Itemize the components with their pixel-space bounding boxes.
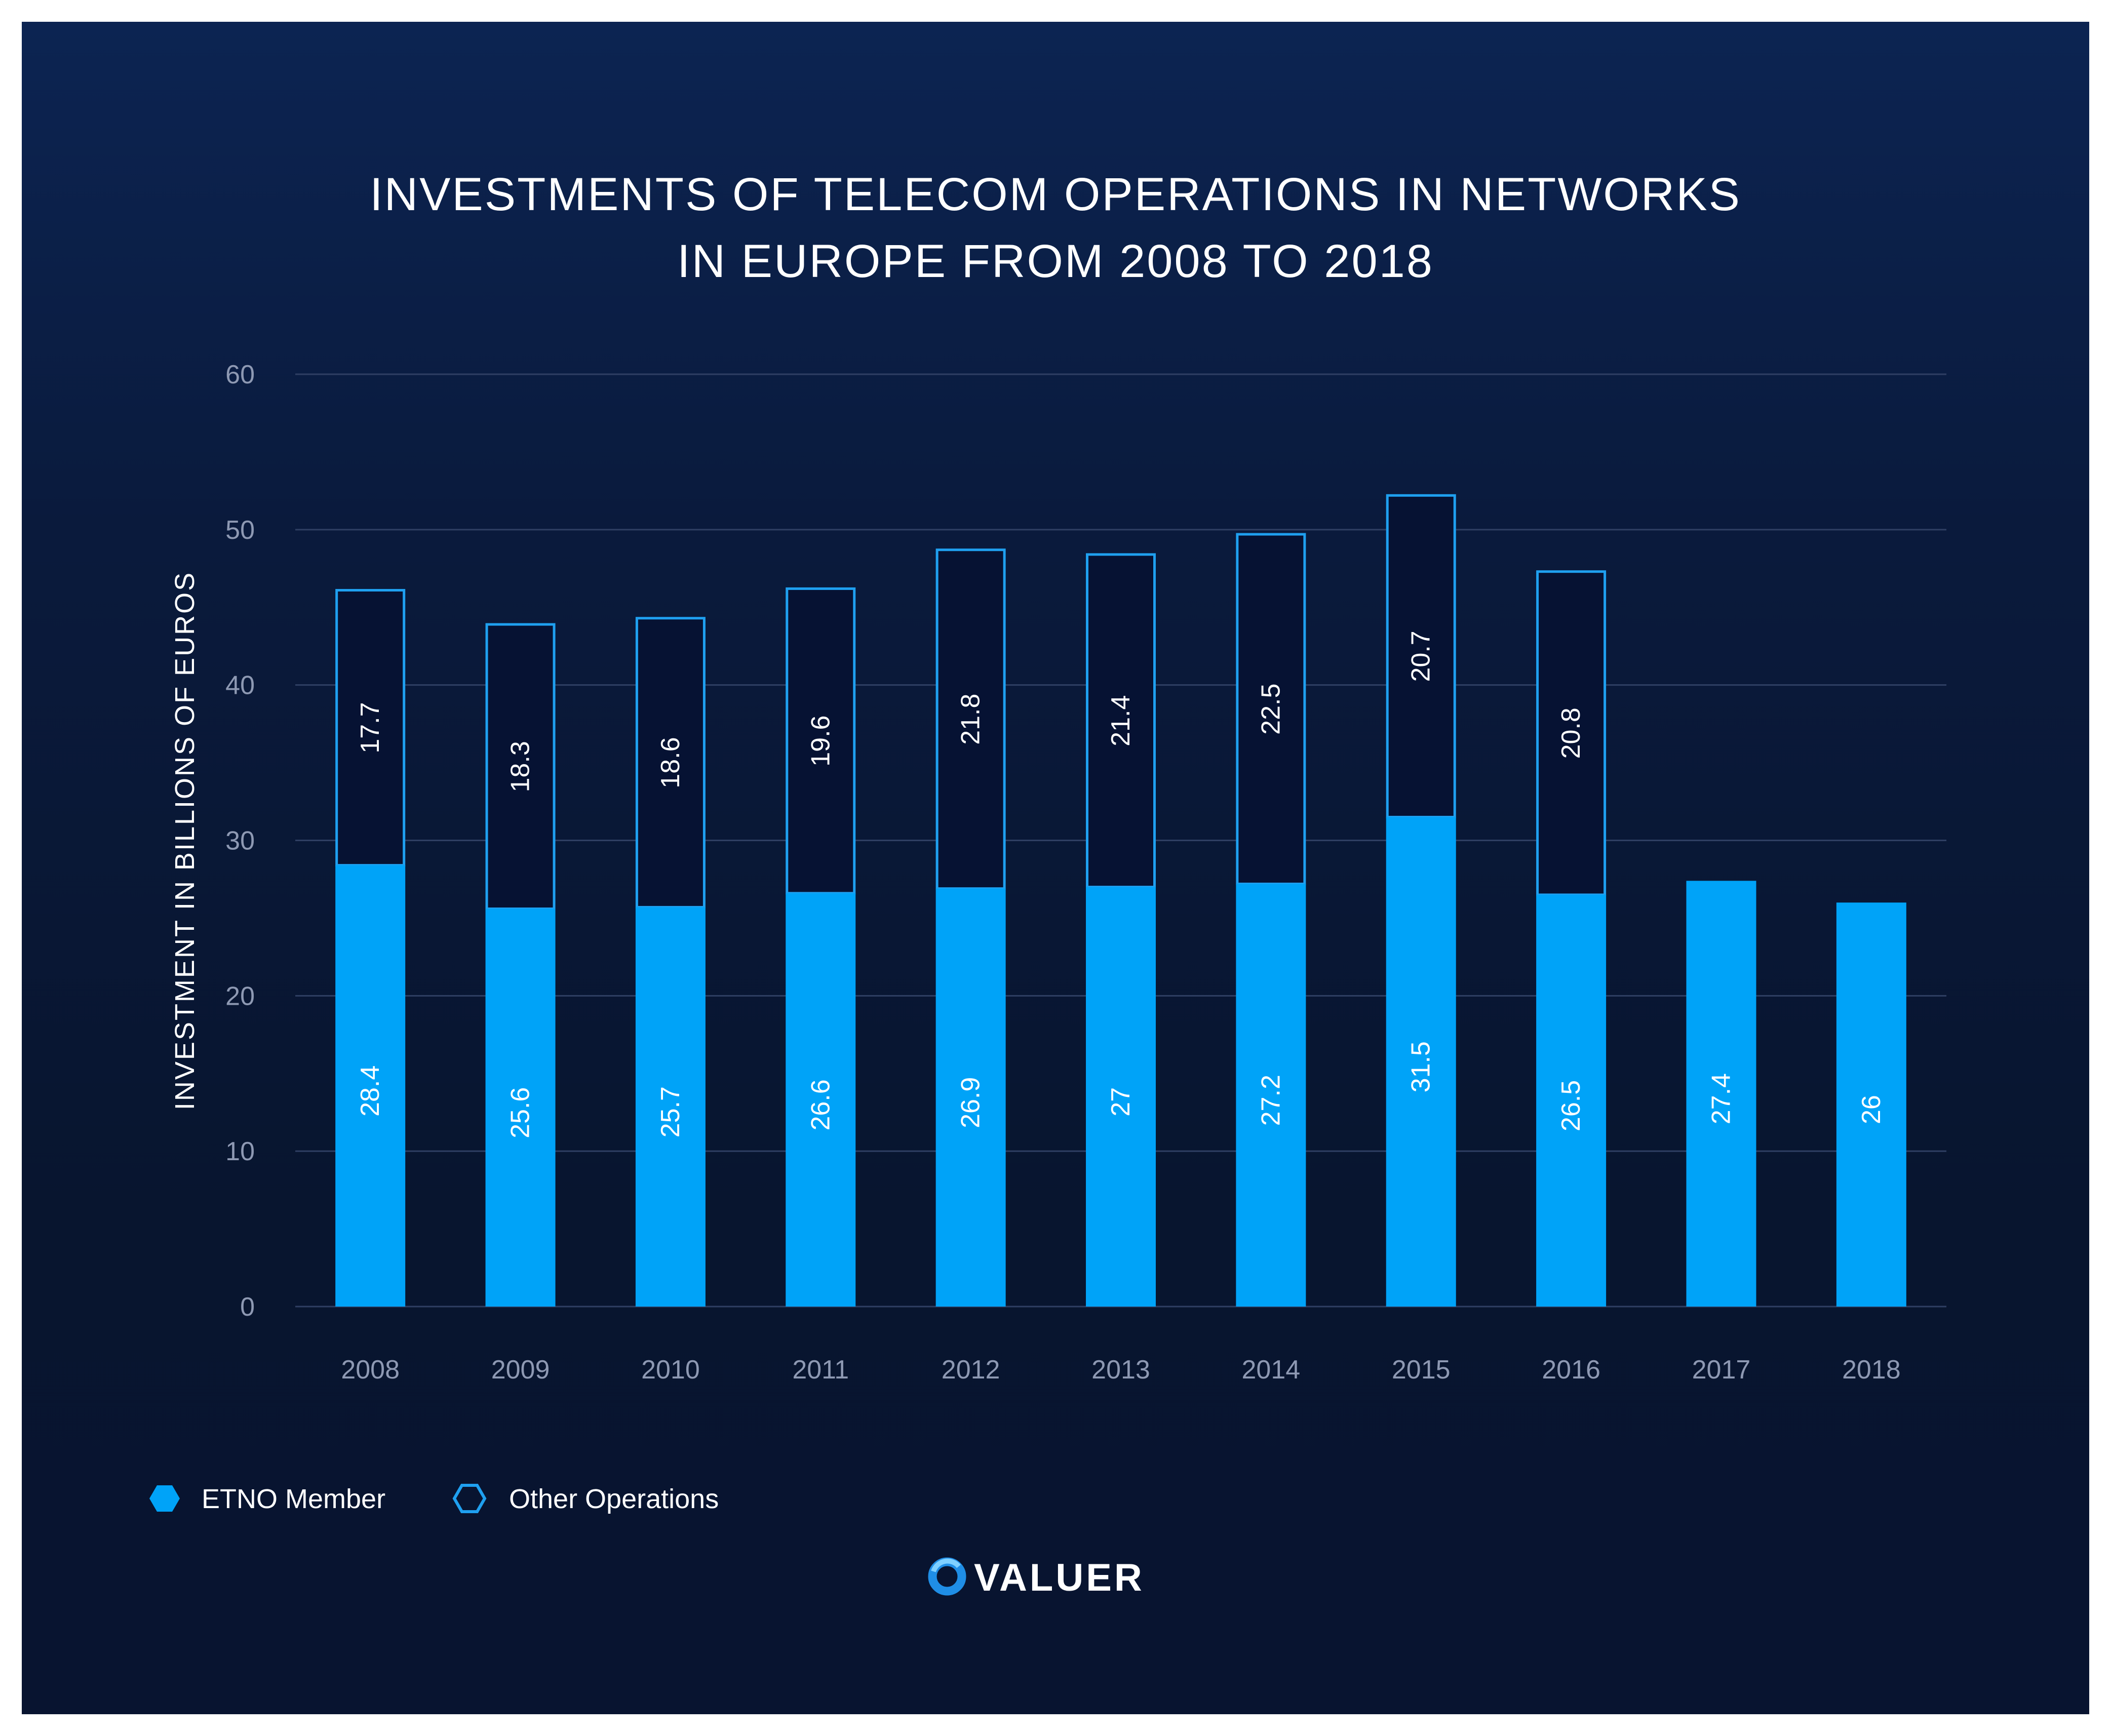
bar-etno-member: [1836, 902, 1906, 1307]
data-label-etno: 25.7: [656, 1086, 685, 1137]
y-tick-label: 50: [225, 516, 255, 545]
y-axis-ticks: 0 10 20 30 40 50 60: [225, 360, 255, 1322]
data-label-etno: 26.9: [956, 1077, 986, 1128]
bar-etno-member: [1236, 884, 1306, 1307]
bars: 17.7 28.4 18.3 25.6 18.6 25.7 19.6 26.6 21.8 26.9…: [335, 494, 1906, 1307]
x-tick-label: 2012: [942, 1355, 1000, 1385]
data-label-etno: 26.6: [806, 1079, 835, 1130]
filled-hexagon-icon: [149, 1485, 180, 1512]
bar-other-operations: [485, 623, 556, 911]
outline-hexagon-icon: [452, 1484, 487, 1513]
x-tick-label: 2015: [1392, 1355, 1451, 1385]
bar-other-operations: [335, 588, 406, 867]
legend: ETNO Member Other Operations: [149, 1484, 719, 1514]
x-tick-label: 2017: [1692, 1355, 1751, 1385]
chart-title-line-1: INVESTMENTS OF TELECOM OPERATIONS IN NET…: [370, 169, 1741, 220]
bar-other-operations: [1536, 570, 1607, 896]
bar-other-operations: [635, 617, 706, 909]
y-tick-label: 20: [225, 981, 255, 1011]
bar-etno-member: [485, 909, 556, 1307]
y-tick-label: 60: [225, 360, 255, 389]
bar-etno-member: [635, 907, 706, 1307]
bar-etno-member: [335, 865, 406, 1307]
x-tick-label: 2014: [1242, 1355, 1301, 1385]
data-label-other: 20.8: [1556, 707, 1586, 759]
x-tick-label: 2011: [792, 1355, 849, 1385]
data-label-other: 19.6: [806, 716, 835, 767]
x-tick-label: 2010: [641, 1355, 700, 1385]
brand-name: VALUER: [974, 1556, 1145, 1599]
bar-etno-member: [1686, 881, 1756, 1307]
bar-etno-member: [1086, 887, 1156, 1307]
data-label-other: 20.7: [1406, 630, 1436, 682]
y-tick-label: 40: [225, 671, 255, 700]
bar-etno-member: [1386, 817, 1456, 1307]
data-label-other: 21.8: [956, 694, 986, 745]
data-label-etno: 27.2: [1256, 1075, 1285, 1126]
bar-other-operations: [1236, 533, 1306, 885]
data-label-other: 21.4: [1106, 695, 1136, 746]
legend-label-etno: ETNO Member: [202, 1484, 385, 1514]
data-label-etno: 26.5: [1556, 1080, 1586, 1131]
bar-etno-member: [786, 893, 856, 1307]
data-label-etno: 27: [1106, 1087, 1136, 1117]
data-label-other: 17.7: [356, 702, 385, 753]
legend-label-other: Other Operations: [509, 1484, 719, 1514]
data-label-etno: 27.4: [1706, 1073, 1736, 1124]
bar-other-operations: [1386, 494, 1456, 818]
x-tick-label: 2008: [341, 1355, 400, 1385]
x-tick-label: 2013: [1091, 1355, 1150, 1385]
bar-other-operations: [786, 587, 856, 895]
x-axis-ticks: 2008 2009 2010 2011 2012 2013 2014 2015 2016 2017…: [341, 1355, 1900, 1385]
data-label-other: 18.6: [656, 737, 685, 788]
bar-other-operations: [1086, 553, 1156, 889]
data-label-etno: 25.6: [506, 1087, 535, 1138]
y-tick-label: 30: [225, 826, 255, 856]
x-tick-label: 2016: [1542, 1355, 1600, 1385]
y-tick-label: 0: [240, 1292, 255, 1322]
data-label-etno: 26: [1857, 1095, 1886, 1124]
bar-etno-member: [935, 888, 1006, 1307]
x-tick-label: 2018: [1842, 1355, 1901, 1385]
data-label-other: 18.3: [506, 741, 535, 792]
data-label-etno: 31.5: [1406, 1041, 1436, 1092]
bar-etno-member: [1536, 894, 1607, 1307]
chart-panel: INVESTMENTS OF TELECOM OPERATIONS IN NET…: [22, 22, 2089, 1714]
chart-title-line-2: IN EUROPE FROM 2008 TO 2018: [677, 235, 1434, 287]
data-label-other: 22.5: [1256, 684, 1285, 735]
y-tick-label: 10: [225, 1137, 255, 1166]
data-label-etno: 28.4: [356, 1066, 385, 1117]
bar-other-operations: [935, 548, 1006, 890]
y-axis-label: INVESTMENT IN BILLIONS OF EUROS: [170, 571, 200, 1110]
ring-logo-icon: [928, 1557, 966, 1596]
x-tick-label: 2009: [491, 1355, 550, 1385]
chart-canvas: INVESTMENTS OF TELECOM OPERATIONS IN NET…: [149, 169, 1946, 1599]
valuer-logo: VALUER: [928, 1556, 1145, 1599]
